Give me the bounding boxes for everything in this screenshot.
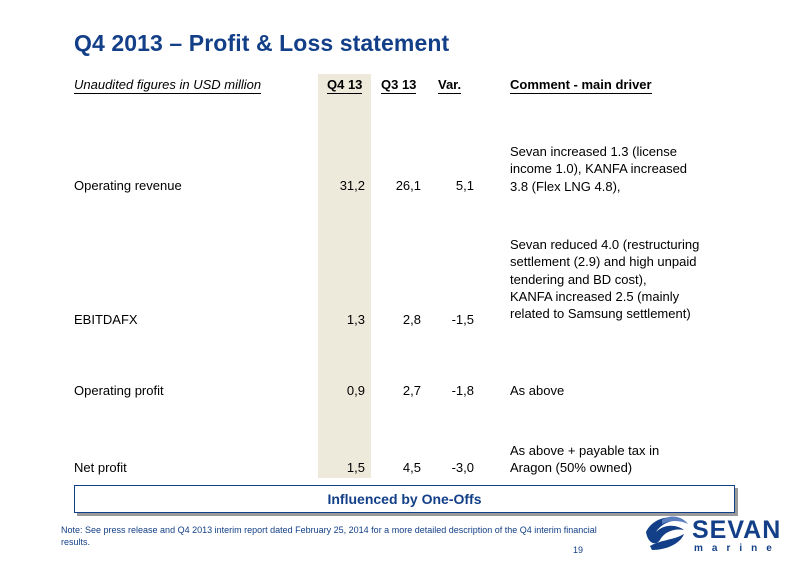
comment-line: 3.8 (Flex LNG 4.8), <box>510 178 621 194</box>
row-comment: Sevan reduced 4.0 (restructuring settlem… <box>510 236 735 322</box>
row-q4-value: 1,3 <box>346 312 365 327</box>
comment-line: As above + payable tax in <box>510 443 660 458</box>
row-q4-value: 31,2 <box>339 178 365 193</box>
table-header-comment: Comment - main driver <box>510 77 652 94</box>
logo-tagline: marine <box>694 543 781 554</box>
one-offs-banner: Influenced by One-Offs <box>74 485 735 513</box>
comment-line: related to Samsung settlement) <box>510 306 691 322</box>
sevan-marine-logo: SEVAN marine <box>640 510 790 558</box>
comment-line: tendering and BD cost), <box>510 271 647 287</box>
page-title: Q4 2013 – Profit & Loss statement <box>74 30 450 56</box>
comment-line: settlement (2.9) and high unpaid <box>510 254 697 270</box>
comment-line: Aragon (50% owned) <box>510 460 633 476</box>
row-q3-value: 4,5 <box>402 460 421 475</box>
row-label: Operating profit <box>74 383 164 398</box>
comment-line: Sevan reduced 4.0 (restructuring <box>510 237 700 252</box>
logo-wordmark: SEVAN <box>692 516 782 544</box>
row-q4-value: 0,9 <box>346 383 365 398</box>
row-comment: Sevan increased 1.3 (license income 1.0)… <box>510 143 735 195</box>
row-label: Net profit <box>74 460 127 475</box>
q4-column-highlight <box>318 74 371 478</box>
row-var-value: 5,1 <box>455 178 474 193</box>
page-number: 19 <box>573 545 584 555</box>
row-q3-value: 2,7 <box>402 383 421 398</box>
row-label: Operating revenue <box>74 178 182 193</box>
comment-line: income 1.0), KANFA increased <box>510 161 688 177</box>
row-q4-value: 1,5 <box>346 460 365 475</box>
row-comment: As above + payable tax in Aragon (50% ow… <box>510 442 735 477</box>
table-header-q3: Q3 13 <box>381 77 417 94</box>
row-var-value: -1,8 <box>451 383 474 398</box>
table-header-label: Unaudited figures in USD million <box>74 77 262 94</box>
comment-line: Sevan increased 1.3 (license <box>510 144 677 159</box>
row-q3-value: 2,8 <box>402 312 421 327</box>
row-var-value: -3,0 <box>451 460 474 475</box>
comment-line: As above <box>510 383 565 398</box>
row-comment: As above <box>510 382 735 399</box>
comment-line: KANFA increased 2.5 (mainly <box>510 288 680 304</box>
table-header-var: Var. <box>438 77 462 94</box>
row-var-value: -1,5 <box>451 312 474 327</box>
row-q3-value: 26,1 <box>395 178 421 193</box>
footnote: Note: See press release and Q4 2013 inte… <box>61 525 597 547</box>
sevan-wave-icon <box>646 516 688 550</box>
table-header-q4: Q4 13 <box>327 77 363 94</box>
row-label: EBITDAFX <box>74 312 138 327</box>
